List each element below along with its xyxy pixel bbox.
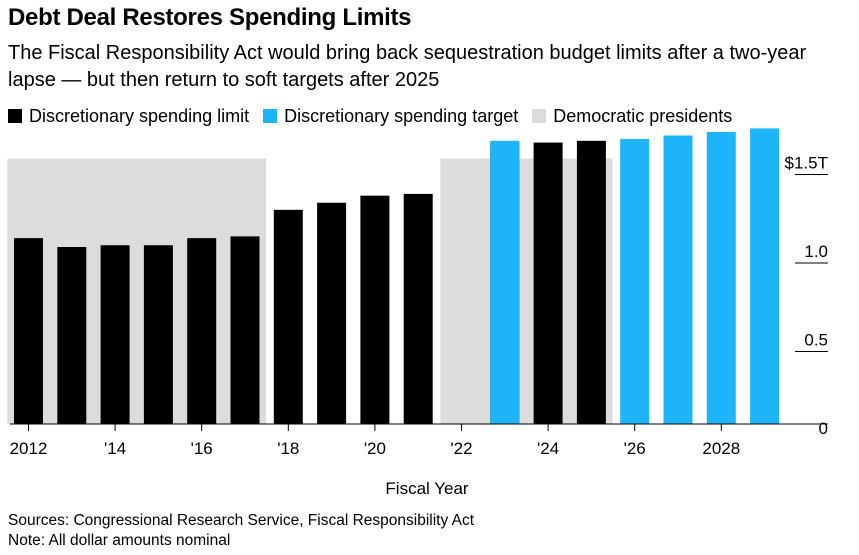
shaded-period-0 [7,158,267,424]
legend-label-limit: Discretionary spending limit [29,105,250,126]
y-tick-label-2: 1.0 [804,242,828,261]
bar-limit-2021 [403,193,433,424]
chart-title: Debt Deal Restores Spending Limits [8,4,412,31]
x-tick-label-2020: '20 [364,439,386,458]
sources-note: Sources: Congressional Research Service,… [8,512,475,529]
bars [14,128,780,425]
legend-item-democratic: Democratic presidents [532,106,732,127]
legend-swatch-target [263,109,278,123]
legend-label-target: Discretionary spending target [284,105,519,126]
bar-target-2028 [706,131,736,424]
bar-limit-2019 [317,202,347,424]
x-axis-label: Fiscal Year [385,479,468,498]
bar-target-2027 [663,135,693,425]
bar-limit-2020 [360,195,390,424]
bar-target-2023 [490,140,520,425]
x-tick-label-2026: '26 [624,439,646,458]
x-axis-ticks: 2012 '14 '16 '18 '20 '22 '24 '26 2028 [10,424,740,458]
bar-limit-2013 [57,247,87,424]
bar-limit-2012 [14,238,43,424]
bar-limit-2016 [187,238,217,424]
bar-target-2026 [620,139,650,424]
bar-limit-2018 [273,209,303,424]
y-gridlines [795,174,828,352]
footnote: Note: All dollar amounts nominal [8,532,231,549]
bar-target-2029 [750,128,780,424]
legend-item-target: Discretionary spending target [263,106,518,127]
bar-limit-2024 [533,142,563,424]
x-tick-label-2022: '22 [450,439,472,458]
legend-swatch-democratic [532,109,547,123]
legend-swatch-limit [8,109,22,123]
bar-limit-2014 [100,245,130,424]
x-tick-label-2028: 2028 [702,439,740,458]
bar-limit-2017 [230,236,260,424]
chart-legend: Discretionary spending limit Discretiona… [8,104,746,128]
y-tick-label-0: 0 [819,419,828,438]
x-tick-label-2016: '16 [191,439,213,458]
x-tick-label-2018: '18 [277,439,299,458]
y-tick-label-3: $1.5T [785,154,828,173]
x-tick-label-2014: '14 [104,439,126,458]
legend-label-democratic: Democratic presidents [553,105,733,126]
y-axis-ticks: 0 0.5 1.0 $1.5T [785,154,828,439]
x-tick-label-2012: 2012 [10,439,48,458]
shaded-periods [7,158,613,424]
bar-limit-2015 [143,245,173,424]
bar-limit-2025 [576,140,606,425]
x-tick-label-2024: '24 [537,439,559,458]
legend-item-limit: Discretionary spending limit [8,106,249,127]
bar-chart: 2012 '14 '16 '18 '20 '22 '24 '26 2028 0 0.5 1.0 $1.… [7,128,828,498]
y-tick-label-1: 0.5 [804,331,828,350]
chart-subtitle: The Fiscal Responsibility Act would brin… [8,42,807,91]
